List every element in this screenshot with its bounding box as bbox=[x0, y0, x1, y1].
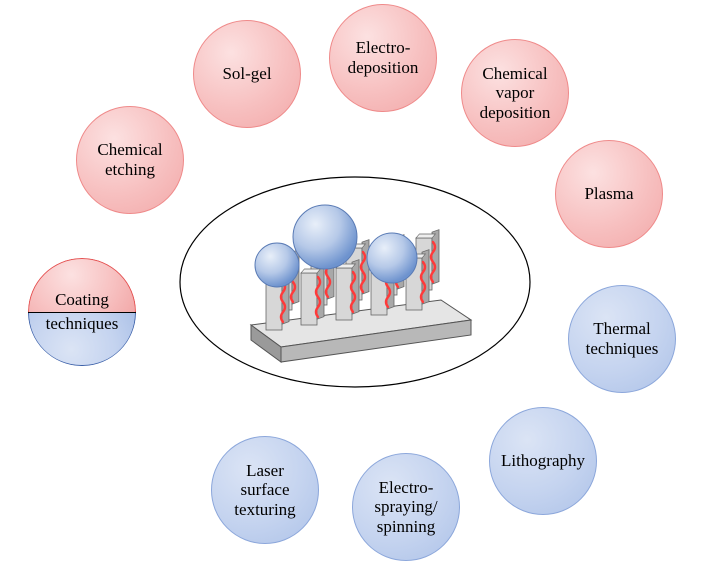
node-laser: Lasersurfacetexturing bbox=[211, 436, 319, 544]
node-chem-etching: Chemicaletching bbox=[76, 106, 184, 214]
legend-techniques-label: techniques bbox=[28, 313, 136, 367]
node-label: Thermaltechniques bbox=[586, 319, 659, 358]
node-label: Sol-gel bbox=[222, 64, 271, 84]
node-label: Electro-deposition bbox=[348, 38, 419, 77]
node-lithography: Lithography bbox=[489, 407, 597, 515]
node-electrospray: Electro-spraying/spinning bbox=[352, 453, 460, 561]
legend-coating-label: Coating bbox=[28, 258, 136, 312]
node-label: Chemicaletching bbox=[97, 140, 162, 179]
node-coating-techniques: Coatingtechniques bbox=[28, 258, 136, 366]
center-svg bbox=[166, 170, 544, 395]
node-label: Plasma bbox=[584, 184, 633, 204]
node-label: Electro-spraying/spinning bbox=[374, 478, 437, 537]
node-thermal: Thermaltechniques bbox=[568, 285, 676, 393]
node-label: Chemicalvapordeposition bbox=[480, 64, 551, 123]
node-label: Lasersurfacetexturing bbox=[234, 461, 295, 520]
node-cvd: Chemicalvapordeposition bbox=[461, 39, 569, 147]
node-electrodeposition: Electro-deposition bbox=[329, 4, 437, 112]
node-label: Lithography bbox=[501, 451, 585, 471]
node-plasma: Plasma bbox=[555, 140, 663, 248]
node-solgel: Sol-gel bbox=[193, 20, 301, 128]
center-illustration bbox=[166, 170, 544, 395]
